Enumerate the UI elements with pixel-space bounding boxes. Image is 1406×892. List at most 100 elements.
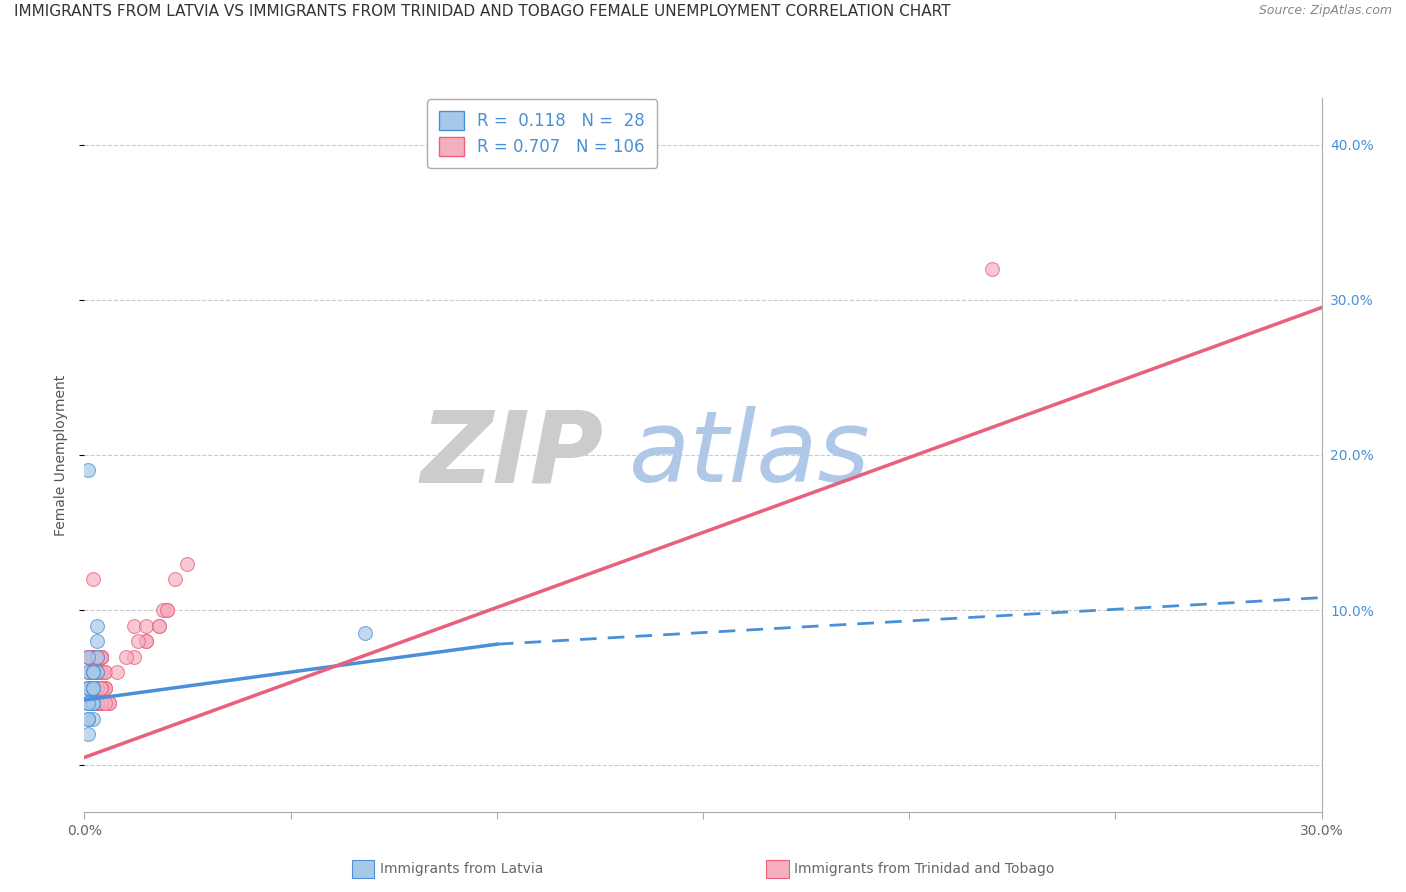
Point <box>90 696 112 710</box>
Point <box>77 681 100 695</box>
Text: ZIP: ZIP <box>420 407 605 503</box>
Point <box>94 681 117 695</box>
Point <box>94 665 117 679</box>
Point <box>86 634 108 648</box>
Point <box>90 649 112 664</box>
Point <box>77 649 100 664</box>
Point <box>82 681 104 695</box>
Point <box>86 665 108 679</box>
Point <box>82 696 104 710</box>
Point <box>90 649 112 664</box>
Point <box>82 681 104 695</box>
Point <box>94 681 117 695</box>
Point <box>77 696 100 710</box>
Point <box>86 649 108 664</box>
Point <box>77 681 100 695</box>
Point <box>86 696 108 710</box>
Point <box>82 665 104 679</box>
Point <box>86 696 108 710</box>
Point <box>86 665 108 679</box>
Point <box>122 618 145 632</box>
Point <box>82 681 104 695</box>
Point <box>77 681 100 695</box>
Point <box>94 696 117 710</box>
Point <box>90 649 112 664</box>
Point <box>86 665 108 679</box>
Point <box>82 696 104 710</box>
Point <box>82 665 104 679</box>
Text: Immigrants from Trinidad and Tobago: Immigrants from Trinidad and Tobago <box>794 862 1054 876</box>
Point <box>82 649 104 664</box>
Point <box>152 603 174 617</box>
Point <box>82 696 104 710</box>
Point <box>90 681 112 695</box>
Point <box>90 696 112 710</box>
Point <box>82 649 104 664</box>
Point <box>90 681 112 695</box>
Point <box>353 626 375 640</box>
Point <box>86 681 108 695</box>
Point <box>86 665 108 679</box>
Point <box>90 649 112 664</box>
Point <box>90 681 112 695</box>
Point <box>77 463 100 477</box>
Point <box>82 665 104 679</box>
Point <box>105 665 128 679</box>
Point <box>86 696 108 710</box>
Point <box>98 696 121 710</box>
Point <box>86 665 108 679</box>
Point <box>82 681 104 695</box>
Point <box>82 665 104 679</box>
Point <box>82 649 104 664</box>
Point <box>82 696 104 710</box>
Point <box>77 681 100 695</box>
Legend: R =  0.118   N =  28, R = 0.707   N = 106: R = 0.118 N = 28, R = 0.707 N = 106 <box>427 99 657 168</box>
Point <box>90 649 112 664</box>
Point <box>90 665 112 679</box>
Text: Source: ZipAtlas.com: Source: ZipAtlas.com <box>1258 4 1392 18</box>
Point <box>77 712 100 726</box>
Point <box>86 665 108 679</box>
Point <box>156 603 179 617</box>
Point <box>77 665 100 679</box>
Point <box>82 681 104 695</box>
Point <box>86 696 108 710</box>
Point <box>86 681 108 695</box>
Point <box>82 665 104 679</box>
Point <box>77 727 100 741</box>
Point <box>77 649 100 664</box>
Text: Immigrants from Latvia: Immigrants from Latvia <box>380 862 543 876</box>
Point <box>82 712 104 726</box>
Point <box>90 681 112 695</box>
Point <box>82 649 104 664</box>
Point <box>86 696 108 710</box>
Point <box>77 649 100 664</box>
Point <box>86 649 108 664</box>
Point <box>156 603 179 617</box>
Point <box>165 572 187 586</box>
Point <box>127 634 149 648</box>
Point <box>135 634 157 648</box>
Text: IMMIGRANTS FROM LATVIA VS IMMIGRANTS FROM TRINIDAD AND TOBAGO FEMALE UNEMPLOYMEN: IMMIGRANTS FROM LATVIA VS IMMIGRANTS FRO… <box>14 4 950 20</box>
Point <box>82 681 104 695</box>
Point <box>82 665 104 679</box>
Point <box>94 681 117 695</box>
Point <box>82 665 104 679</box>
Point <box>980 261 1002 276</box>
Point <box>86 665 108 679</box>
Point <box>148 618 170 632</box>
Point <box>86 681 108 695</box>
Point <box>82 696 104 710</box>
Point <box>90 665 112 679</box>
Point <box>77 665 100 679</box>
Point <box>86 665 108 679</box>
Point <box>90 681 112 695</box>
Point <box>77 681 100 695</box>
Point <box>176 557 198 571</box>
Point <box>86 696 108 710</box>
Point <box>86 696 108 710</box>
Point <box>77 681 100 695</box>
Point <box>86 665 108 679</box>
Point <box>77 696 100 710</box>
Point <box>77 696 100 710</box>
